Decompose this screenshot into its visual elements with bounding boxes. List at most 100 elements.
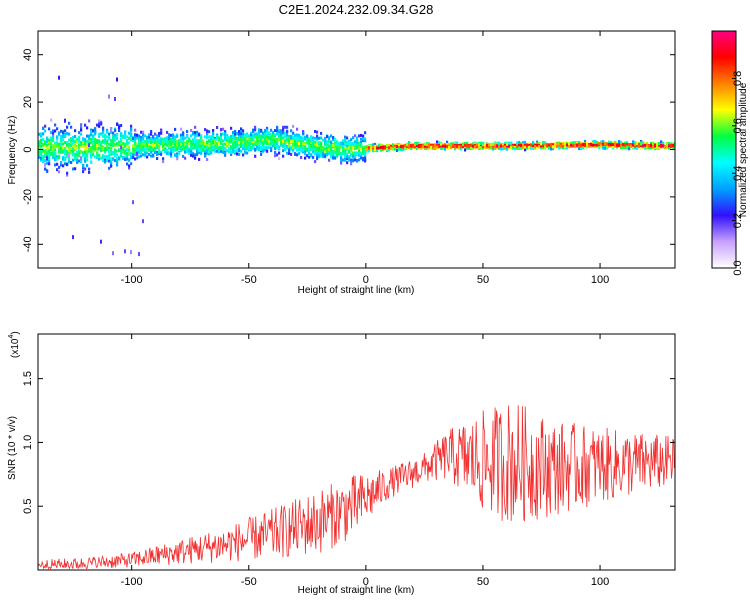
heatmap-cell: [158, 134, 161, 138]
heatmap-cell: [332, 156, 335, 160]
heatmap-cell: [168, 143, 171, 147]
heatmap-cell: [222, 132, 225, 136]
heatmap-cell: [58, 156, 61, 160]
heatmap-cell: [64, 150, 67, 153]
heatmap-cell: [220, 128, 223, 132]
heatmap-cell: [322, 155, 325, 159]
heatmap-cell: [48, 150, 51, 153]
heatmap-cell: [114, 136, 117, 139]
heatmap-cell: [120, 137, 123, 141]
heatmap-cell: [652, 142, 655, 146]
heatmap-cell: [162, 157, 165, 161]
heatmap-cell: [264, 139, 267, 143]
heatmap-cell: [250, 131, 253, 135]
y-tick-label: 40: [22, 49, 34, 61]
heatmap-cell: [552, 145, 555, 149]
heatmap-cell: [266, 138, 269, 142]
heatmap-cell: [174, 137, 177, 141]
heatmap-cell: [432, 145, 435, 149]
heatmap-cell: [104, 155, 107, 159]
heatmap-cell: [172, 138, 175, 142]
heatmap-cell: [70, 137, 73, 141]
heatmap-cell: [42, 157, 45, 161]
heatmap-cells: [38, 75, 675, 257]
heatmap-cell: [226, 135, 229, 139]
heatmap-cell: [134, 145, 137, 149]
heatmap-cell: [110, 149, 113, 153]
heatmap-cell: [352, 154, 355, 158]
heatmap-cell: [128, 166, 131, 170]
heatmap-cell: [454, 145, 457, 149]
heatmap-cell: [224, 142, 227, 146]
heatmap-cell: [330, 155, 333, 159]
heatmap-cell: [58, 142, 61, 146]
heatmap-cell: [86, 134, 89, 138]
heatmap-cell: [434, 143, 437, 147]
heatmap-cell: [558, 142, 561, 146]
heatmap-cell: [242, 132, 245, 136]
y-tick-label: 0: [22, 146, 34, 152]
heatmap-cell: [254, 148, 257, 152]
heatmap-cell: [228, 149, 231, 153]
heatmap-cell: [238, 152, 241, 156]
heatmap-cell: [178, 146, 181, 150]
heatmap-cell: [592, 142, 595, 145]
heatmap-cell: [160, 137, 163, 141]
heatmap-cell: [100, 132, 103, 136]
heatmap-cell: [378, 146, 381, 150]
heatmap-cell: [252, 134, 255, 137]
heatmap-cell: [526, 146, 529, 150]
heatmap-cell: [194, 125, 197, 129]
heatmap-cell: [292, 148, 295, 152]
heatmap-cell: [342, 139, 345, 143]
heatmap-cell: [70, 141, 73, 145]
heatmap-cell: [86, 151, 89, 155]
heatmap-cell: [174, 140, 177, 144]
heatmap-cell: [334, 156, 337, 160]
heatmap-cell: [350, 144, 353, 148]
heatmap-cell: [426, 144, 429, 148]
heatmap-cell: [490, 143, 493, 146]
heatmap-cell: [422, 143, 425, 147]
heatmap-cell: [94, 131, 97, 135]
heatmap-cell: [216, 149, 219, 153]
heatmap-cell: [84, 138, 87, 142]
heatmap-cell: [82, 144, 85, 148]
heatmap-cell: [220, 141, 223, 145]
heatmap-cell: [364, 159, 367, 163]
heatmap-cell: [178, 143, 181, 147]
heatmap-cell: [560, 144, 563, 148]
heatmap-cell: [270, 137, 273, 141]
heatmap-cell: [142, 136, 145, 140]
heatmap-cell: [354, 144, 357, 148]
heatmap-cell: [134, 128, 137, 132]
heatmap-cell: [288, 139, 291, 143]
heatmap-cell: [326, 153, 329, 157]
heatmap-cell: [228, 143, 231, 147]
heatmap-cell: [244, 138, 247, 142]
heatmap-cell: [620, 141, 623, 144]
heatmap-cell: [194, 146, 197, 150]
heatmap-cell: [232, 142, 235, 146]
heatmap-cell: [124, 249, 126, 254]
heatmap-cell: [340, 161, 343, 165]
heatmap-cell: [156, 150, 159, 154]
heatmap-cell: [316, 143, 319, 147]
heatmap-cell: [282, 139, 285, 143]
heatmap-cell: [114, 148, 117, 152]
heatmap-cell: [538, 145, 541, 149]
heatmap-cell: [494, 145, 497, 149]
heatmap-cell: [286, 146, 289, 150]
heatmap-cell: [138, 134, 141, 138]
heatmap-cell: [314, 130, 317, 133]
heatmap-cell: [130, 152, 133, 156]
heatmap-cell: [348, 155, 351, 158]
heatmap-cell: [84, 145, 87, 149]
heatmap-cell: [578, 141, 581, 144]
heatmap-cell: [186, 145, 189, 149]
heatmap-cell: [176, 152, 179, 156]
heatmap-cell: [38, 155, 41, 159]
heatmap-cell: [194, 143, 197, 147]
heatmap-cell: [324, 137, 327, 141]
heatmap-cell: [332, 152, 335, 156]
